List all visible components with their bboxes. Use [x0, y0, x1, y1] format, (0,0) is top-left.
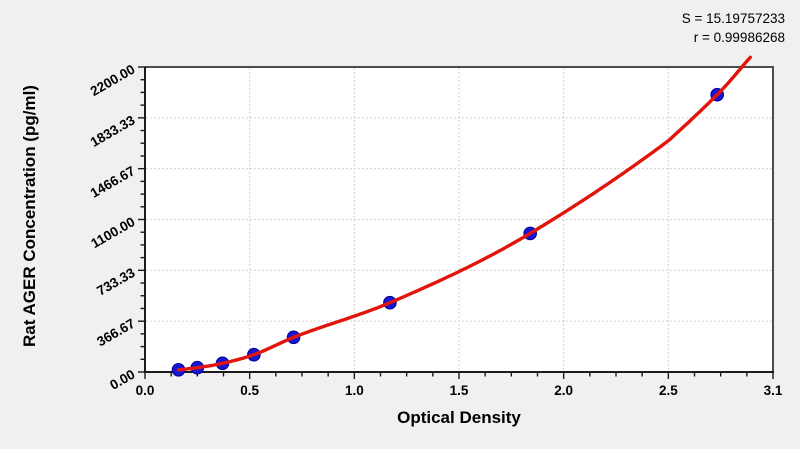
x-tick-label: 2.5	[659, 383, 678, 398]
x-tick-label: 0.0	[136, 383, 155, 398]
fit-curve	[176, 55, 752, 372]
x-tick-label: 1.0	[345, 383, 364, 398]
y-tick-label: 733.33	[94, 265, 138, 299]
fit-statistics: S = 15.19757233 r = 0.99986268	[682, 9, 785, 47]
y-tick-label: 1833.33	[88, 112, 138, 150]
fit-statistic-r: r = 0.99986268	[693, 30, 785, 45]
y-tick-label: 0.00	[107, 367, 137, 393]
fit-statistic-s: S = 15.19757233	[681, 11, 785, 26]
x-tick-label: 0.5	[240, 383, 259, 398]
x-axis-title: Optical Density	[397, 408, 521, 427]
y-tick-label: 1100.00	[88, 214, 137, 251]
y-tick-label: 2200.00	[88, 62, 138, 99]
y-tick-label: 366.67	[94, 316, 137, 350]
x-tick-label: 1.5	[450, 383, 469, 398]
x-tick-label: 2.0	[554, 383, 573, 398]
y-tick-label: 1466.67	[88, 163, 138, 200]
x-tick-label: 3.1	[764, 383, 783, 398]
